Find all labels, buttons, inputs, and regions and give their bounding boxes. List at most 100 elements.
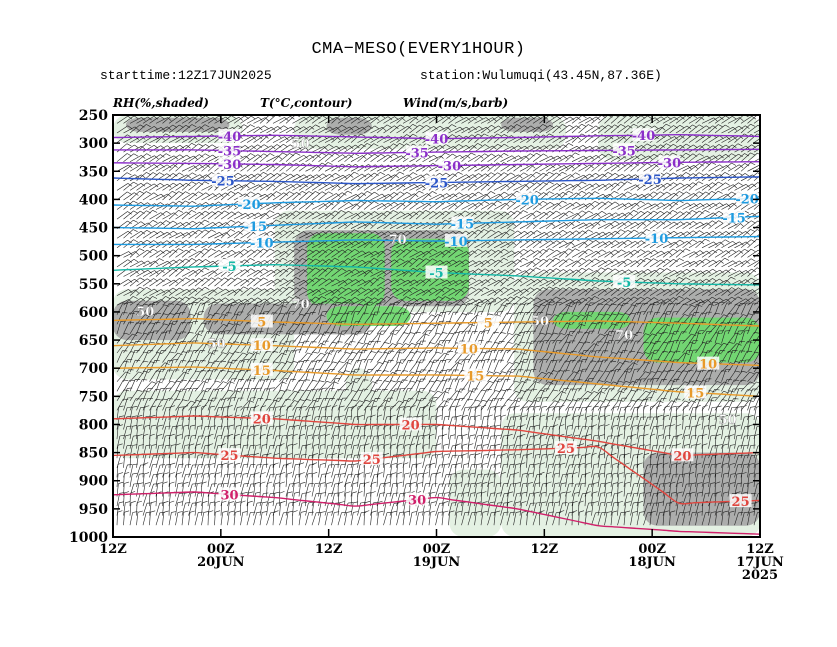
wind-barb (253, 464, 263, 478)
wind-barb (597, 482, 606, 497)
wind-barb (402, 116, 419, 124)
wind-barb (571, 241, 588, 249)
wind-barb (233, 360, 246, 373)
wind-barb (370, 212, 386, 220)
wind-barb (558, 248, 574, 258)
wind-barb (175, 454, 184, 468)
wind-barb (155, 464, 166, 478)
wind-barb (207, 443, 214, 459)
wind-barb (708, 144, 724, 153)
wind-barb (240, 483, 249, 497)
wind-barb (188, 400, 202, 411)
wind-barb (227, 288, 243, 296)
wind-barb (279, 443, 285, 459)
wind-barb (324, 472, 331, 487)
wind-barb (376, 287, 392, 296)
wind-barb (298, 379, 310, 392)
rh-shade-region (326, 117, 372, 135)
wind-barb (591, 491, 598, 507)
wind-barb (513, 322, 526, 335)
wind-barb (383, 279, 399, 287)
wind-barb (363, 481, 370, 497)
wind-barb (526, 240, 542, 249)
wind-barb (591, 231, 607, 239)
wind-barb (324, 200, 340, 210)
wind-barb (727, 287, 743, 296)
wind-barb (168, 248, 184, 258)
wind-barb (597, 492, 606, 507)
wind-barb (513, 492, 522, 507)
wind-barb (142, 381, 157, 392)
wind-barb (389, 443, 397, 459)
wind-barb (584, 213, 601, 220)
wind-barb (370, 203, 386, 210)
wind-barb (643, 220, 659, 229)
wind-barb (259, 269, 276, 277)
wind-barb (610, 369, 621, 382)
wind-barb (344, 171, 359, 182)
wind-barb (311, 212, 328, 220)
wind-barb (181, 473, 191, 487)
wind-barb (623, 416, 633, 430)
wind-barb (519, 181, 535, 191)
wind-barb (305, 464, 315, 478)
wind-barb (597, 511, 607, 526)
wind-barb (740, 454, 750, 468)
wind-barb (682, 269, 698, 277)
wind-barb (149, 250, 165, 258)
wind-barb (552, 155, 568, 162)
wind-barb (402, 332, 416, 344)
wind-barb (142, 350, 154, 363)
wind-barb (415, 340, 426, 354)
wind-barb (630, 302, 642, 315)
contour-label: -40 (632, 129, 656, 144)
wind-barb (448, 311, 459, 325)
wind-barb (318, 482, 326, 497)
wind-barb (227, 351, 240, 363)
wind-barb (331, 405, 338, 421)
wind-barb (532, 287, 548, 296)
wind-barb (610, 212, 627, 220)
wind-barb (467, 279, 484, 287)
wind-barb (298, 425, 307, 440)
wind-barb (194, 229, 210, 239)
wind-barb (383, 443, 390, 459)
wind-barb (552, 491, 559, 507)
wind-barb (207, 193, 224, 201)
wind-barb (272, 510, 279, 526)
wind-barb (311, 182, 328, 191)
wind-barb (318, 212, 334, 220)
wind-barb (565, 340, 576, 354)
wind-barb (701, 370, 714, 382)
wind-barb (227, 277, 243, 287)
contour-label: 15 (466, 370, 484, 385)
wind-barb (370, 277, 385, 287)
wind-barb (656, 220, 672, 229)
wind-barb (116, 302, 128, 315)
wind-barb (337, 202, 354, 210)
wind-barb (597, 453, 605, 468)
wind-barb (721, 491, 729, 507)
wind-barb (311, 388, 323, 401)
wind-barb (688, 415, 697, 430)
wind-barb (623, 322, 636, 335)
wind-barb (181, 369, 192, 382)
wind-barb (116, 472, 123, 487)
wind-barb (727, 434, 735, 449)
wind-barb (272, 278, 288, 287)
contour-label: -15 (722, 211, 746, 226)
wind-barb (357, 312, 369, 325)
wind-barb (656, 511, 665, 526)
rh-label: 70 (389, 233, 407, 248)
y-tick-label: 500 (79, 249, 108, 265)
wind-barb (194, 248, 210, 258)
wind-barb (305, 389, 317, 401)
contour-label-bg (425, 131, 448, 145)
wind-barb (558, 360, 571, 373)
wind-barb (396, 492, 406, 507)
wind-barb (682, 483, 692, 497)
wind-barb (246, 297, 262, 306)
wind-barb (194, 286, 210, 296)
wind-barb (695, 491, 703, 507)
wind-barb (253, 153, 269, 162)
